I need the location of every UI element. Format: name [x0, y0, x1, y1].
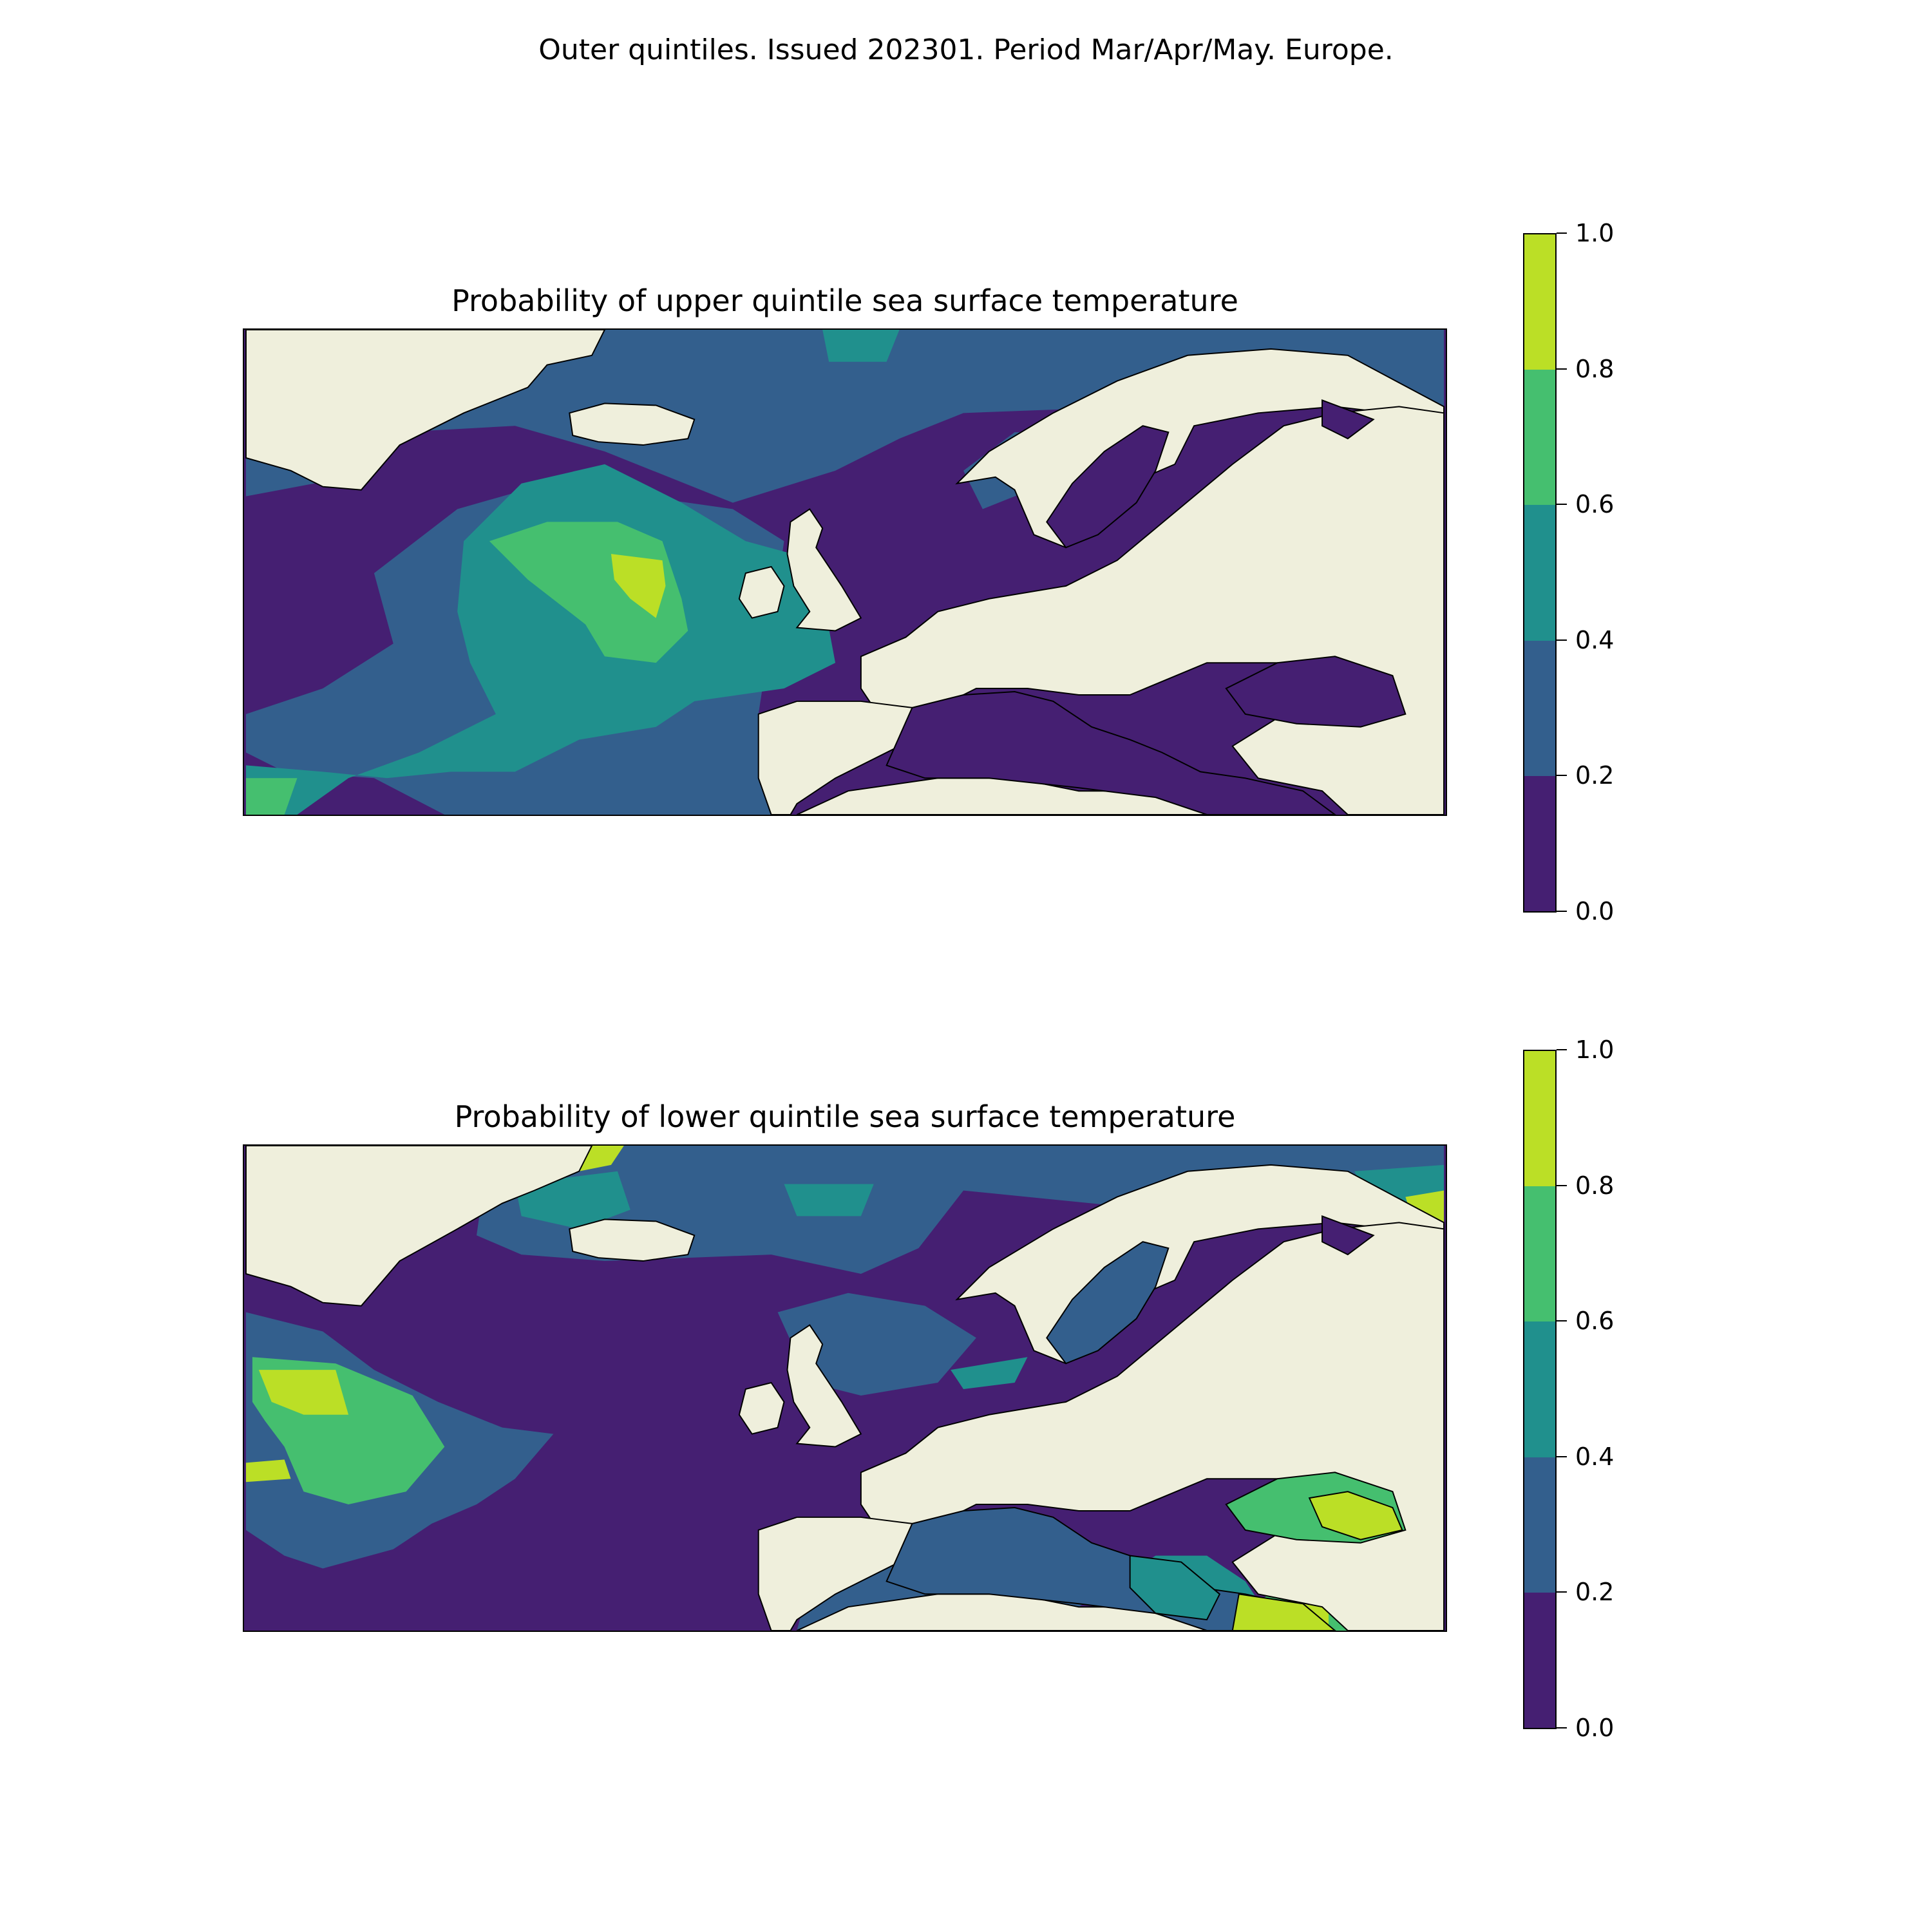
white-sea [1321, 1215, 1375, 1256]
black-sea-east [1308, 1491, 1403, 1540]
upper-panel-title: Probability of upper quintile sea surfac… [451, 283, 1238, 318]
colorbar-level-0 [1524, 775, 1555, 911]
ireland-land [738, 1381, 785, 1435]
lower-inland-seas [886, 1215, 1406, 1631]
lower-band-0.4-0.6-north2 [784, 1184, 874, 1217]
colorbar-tick-label: 0.6 [1575, 1307, 1615, 1336]
great-britain-land [786, 1324, 862, 1448]
colorbar-tick [1557, 1049, 1567, 1050]
upper-quintile-map [243, 328, 1447, 816]
iceland-land [569, 402, 696, 446]
iceland-land [569, 1218, 696, 1262]
iberia-land [757, 700, 913, 815]
lower-map-svg [245, 1146, 1445, 1631]
colorbar-level-4 [1524, 1051, 1555, 1187]
colorbar-level-2 [1524, 505, 1555, 641]
lower-band-0.8-1.0-greenland [579, 1146, 624, 1171]
levant-sea [1231, 1593, 1336, 1631]
colorbar-level-3 [1524, 1186, 1555, 1322]
colorbar-tick [1557, 1727, 1567, 1728]
colorbar-tick [1557, 1455, 1567, 1457]
mediterranean-sea [886, 691, 1336, 815]
colorbar-tick-label: 0.2 [1575, 1578, 1615, 1607]
colorbar-tick [1557, 232, 1567, 234]
upper-band-0.6-0.8-plume [489, 522, 688, 663]
baltic-sea [1046, 425, 1170, 549]
upper-map-svg [245, 330, 1445, 815]
upper-colorbar [1523, 233, 1557, 913]
colorbar-tick [1557, 639, 1567, 641]
white-sea [1321, 399, 1375, 440]
figure-title: Outer quintiles. Issued 202301. Period M… [538, 33, 1394, 66]
lower-band-0.4-0.6-baltic-s [951, 1357, 1028, 1389]
colorbar-tick [1557, 911, 1567, 912]
iberia-land [757, 1516, 913, 1631]
upper-band-0.4-0.6 [245, 464, 836, 815]
ireland-land [738, 565, 785, 619]
colorbar-tick-label: 1.0 [1575, 1036, 1615, 1064]
greenland-land [245, 330, 606, 491]
colorbar-tick [1557, 504, 1567, 506]
colorbar-tick-label: 1.0 [1575, 219, 1615, 247]
lower-quintile-map [243, 1144, 1447, 1632]
colorbar-tick-label: 0.4 [1575, 1442, 1615, 1471]
colorbar-tick [1557, 1320, 1567, 1322]
lower-band-0.8-1.0-west2 [245, 1459, 291, 1482]
colorbar-level-0 [1524, 1592, 1555, 1728]
upper-band-0.8-1.0 [611, 554, 666, 618]
colorbar-tick-label: 0.6 [1575, 490, 1615, 519]
lower-colorbar [1523, 1050, 1557, 1729]
upper-band-0.4-0.6-north [822, 330, 900, 362]
colorbar-level-1 [1524, 1457, 1555, 1593]
colorbar-tick-label: 0.2 [1575, 761, 1615, 790]
greenland-land [245, 1146, 593, 1307]
colorbar-level-2 [1524, 1321, 1555, 1457]
baltic-sea [1046, 1241, 1170, 1365]
colorbar-tick [1557, 775, 1567, 777]
upper-inland-seas [886, 399, 1406, 815]
colorbar-level-1 [1524, 640, 1555, 776]
colorbar-tick-label: 0.0 [1575, 897, 1615, 925]
colorbar-tick [1557, 1591, 1567, 1593]
colorbar-tick-label: 0.4 [1575, 625, 1615, 654]
colorbar-tick [1557, 1184, 1567, 1186]
colorbar-tick [1557, 368, 1567, 370]
great-britain-land [786, 508, 862, 632]
black-sea [1225, 656, 1406, 728]
colorbar-tick-label: 0.8 [1575, 1171, 1615, 1200]
lower-band-0.2-0.4-nw-sea [777, 1293, 976, 1396]
lower-band-0.8-1.0-west1 [258, 1370, 349, 1415]
colorbar-level-3 [1524, 370, 1555, 506]
colorbar-level-4 [1524, 234, 1555, 370]
aegean-sea [1129, 1555, 1221, 1621]
upper-band-0.6-0.8-corner [245, 778, 298, 815]
colorbar-tick-label: 0.0 [1575, 1714, 1615, 1742]
colorbar-tick-label: 0.8 [1575, 354, 1615, 383]
lower-panel-title: Probability of lower quintile sea surfac… [454, 1099, 1236, 1134]
